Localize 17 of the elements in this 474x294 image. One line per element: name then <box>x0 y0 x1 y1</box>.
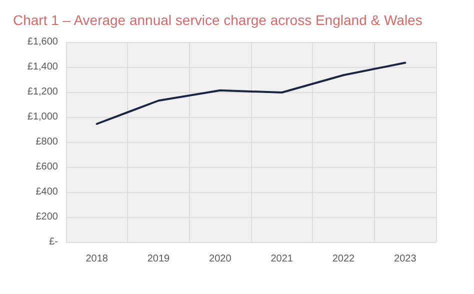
x-tick-label: 2023 <box>394 254 417 264</box>
y-tick-label: £1,200 <box>27 86 58 98</box>
y-tick-label: £200 <box>36 212 58 222</box>
y-tick-label: £- <box>49 236 58 248</box>
x-tick-label: 2021 <box>270 254 294 264</box>
line-series <box>96 62 406 125</box>
y-tick-label: £1,400 <box>27 62 58 72</box>
x-tick-label: 2019 <box>147 254 170 264</box>
y-tick-label: £800 <box>36 136 58 148</box>
x-tick-label: 2022 <box>332 254 356 264</box>
y-tick-label: £600 <box>36 162 58 172</box>
x-tick-label: 2018 <box>86 254 108 264</box>
y-tick-label: £400 <box>36 186 58 198</box>
x-tick-label: 2020 <box>209 254 232 264</box>
y-tick-label: £1,600 <box>27 36 58 48</box>
y-tick-label: £1,000 <box>27 112 58 122</box>
chart-title: Chart 1 – Average annual service charge across England & Wales <box>13 12 422 28</box>
